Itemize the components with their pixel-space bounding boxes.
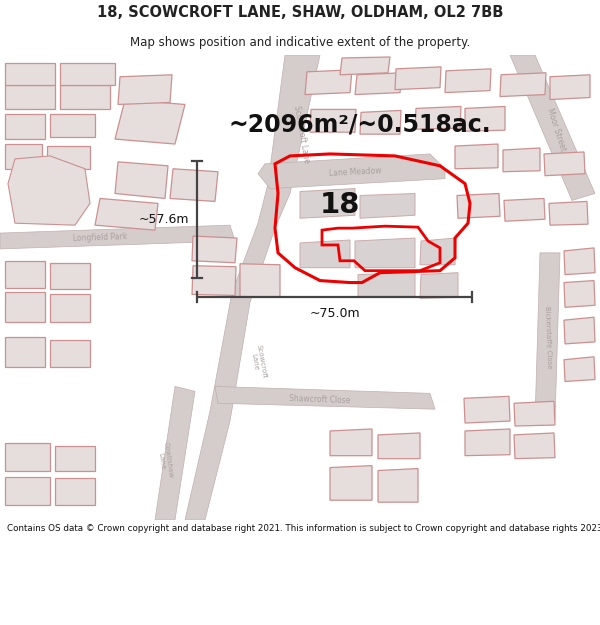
Text: 18: 18: [320, 191, 360, 219]
Polygon shape: [115, 162, 168, 199]
Polygon shape: [465, 429, 510, 456]
Polygon shape: [5, 443, 50, 471]
Polygon shape: [420, 272, 458, 298]
Text: ~57.6m: ~57.6m: [139, 213, 189, 226]
Polygon shape: [455, 144, 498, 169]
Polygon shape: [564, 281, 595, 308]
Text: 18, SCOWCROFT LANE, SHAW, OLDHAM, OL2 7BB: 18, SCOWCROFT LANE, SHAW, OLDHAM, OL2 7B…: [97, 4, 503, 19]
Polygon shape: [330, 429, 372, 456]
Polygon shape: [378, 433, 420, 459]
Polygon shape: [118, 75, 172, 104]
Polygon shape: [50, 294, 90, 322]
Polygon shape: [544, 152, 585, 176]
Polygon shape: [95, 199, 158, 230]
Polygon shape: [355, 72, 402, 94]
Polygon shape: [47, 146, 90, 169]
Polygon shape: [360, 194, 415, 218]
Polygon shape: [330, 466, 372, 500]
Polygon shape: [170, 169, 218, 201]
Text: Map shows position and indicative extent of the property.: Map shows position and indicative extent…: [130, 36, 470, 49]
Polygon shape: [5, 144, 42, 169]
Polygon shape: [464, 396, 510, 423]
Polygon shape: [192, 266, 236, 296]
Polygon shape: [340, 57, 390, 75]
Polygon shape: [300, 189, 355, 218]
Polygon shape: [8, 156, 90, 225]
Polygon shape: [300, 240, 350, 268]
Polygon shape: [5, 478, 50, 505]
Polygon shape: [55, 479, 95, 505]
Polygon shape: [355, 238, 415, 268]
Polygon shape: [5, 261, 45, 288]
Text: Cowlishaw
Lane: Cowlishaw Lane: [156, 441, 174, 480]
Polygon shape: [5, 84, 55, 109]
Polygon shape: [457, 194, 500, 218]
Text: Shawcroft Close: Shawcroft Close: [289, 394, 351, 405]
Polygon shape: [420, 238, 456, 265]
Polygon shape: [415, 106, 461, 129]
Polygon shape: [60, 84, 110, 109]
Text: Contains OS data © Crown copyright and database right 2021. This information is : Contains OS data © Crown copyright and d…: [7, 524, 600, 532]
Polygon shape: [0, 225, 235, 249]
Polygon shape: [60, 63, 115, 84]
Text: Scowcroft
Lane: Scowcroft Lane: [248, 344, 268, 380]
Polygon shape: [115, 99, 185, 144]
Polygon shape: [564, 248, 595, 274]
Polygon shape: [50, 114, 95, 137]
Text: Longfield Park: Longfield Park: [73, 232, 127, 244]
Polygon shape: [185, 55, 320, 520]
Polygon shape: [358, 272, 415, 296]
Text: ~2096m²/~0.518ac.: ~2096m²/~0.518ac.: [229, 112, 491, 136]
Text: Lane Meadow: Lane Meadow: [328, 166, 382, 177]
Text: Scowcroft Lane: Scowcroft Lane: [293, 104, 311, 164]
Polygon shape: [504, 199, 545, 221]
Polygon shape: [500, 72, 546, 96]
Text: Bickerstaffe Close: Bickerstaffe Close: [544, 306, 552, 368]
Polygon shape: [514, 401, 555, 426]
Polygon shape: [535, 253, 560, 421]
Polygon shape: [564, 317, 595, 344]
Polygon shape: [378, 469, 418, 502]
Polygon shape: [5, 292, 45, 322]
Polygon shape: [5, 63, 55, 84]
Polygon shape: [5, 114, 45, 139]
Polygon shape: [192, 236, 237, 262]
Polygon shape: [5, 337, 45, 367]
Polygon shape: [305, 70, 352, 94]
Polygon shape: [215, 386, 435, 409]
Polygon shape: [240, 264, 280, 298]
Polygon shape: [564, 357, 595, 381]
Polygon shape: [50, 340, 90, 367]
Text: Moor Street: Moor Street: [545, 106, 567, 152]
Polygon shape: [445, 69, 491, 92]
Polygon shape: [510, 55, 595, 201]
Polygon shape: [465, 106, 505, 131]
Polygon shape: [55, 446, 95, 471]
Polygon shape: [549, 201, 588, 225]
Polygon shape: [360, 111, 401, 134]
Text: ~75.0m: ~75.0m: [309, 308, 360, 320]
Polygon shape: [395, 67, 441, 89]
Polygon shape: [550, 75, 590, 99]
Polygon shape: [50, 262, 90, 289]
Polygon shape: [258, 154, 445, 189]
Polygon shape: [514, 433, 555, 459]
Polygon shape: [503, 148, 540, 172]
Polygon shape: [155, 386, 195, 520]
Polygon shape: [310, 109, 356, 132]
